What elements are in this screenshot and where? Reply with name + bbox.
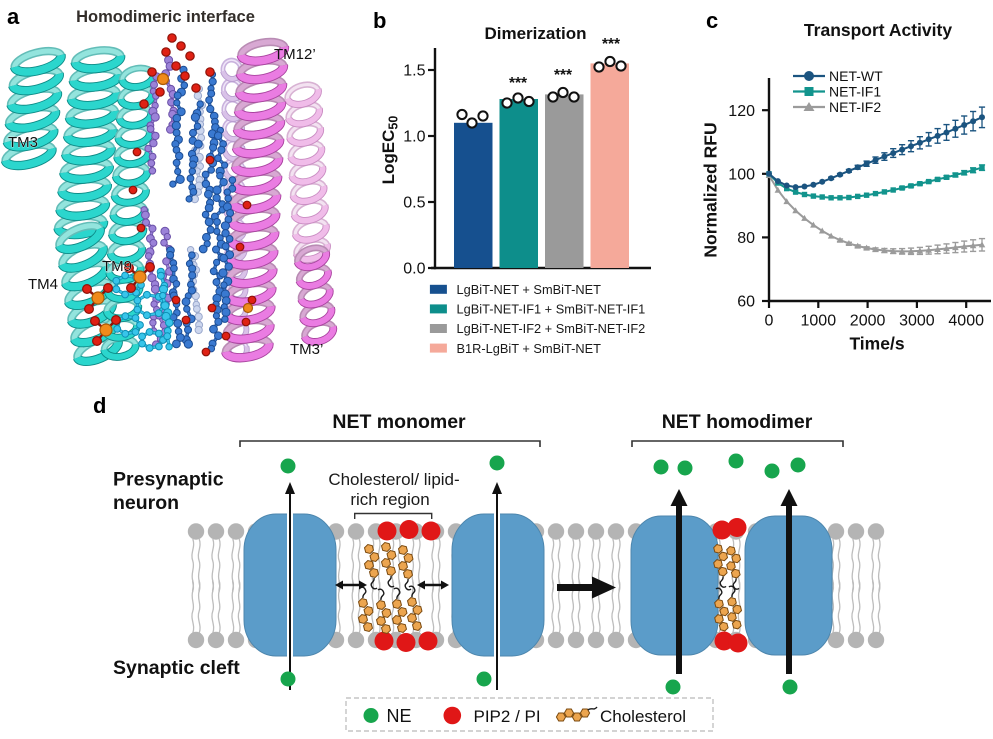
svg-text:Time/s: Time/s: [849, 334, 904, 354]
svg-text:Synaptic cleft: Synaptic cleft: [113, 657, 240, 679]
svg-text:120: 120: [728, 103, 755, 120]
svg-text:LgBiT-NET-IF1 + SmBiT-NET-IF1: LgBiT-NET-IF1 + SmBiT-NET-IF1: [457, 302, 646, 317]
svg-text:a: a: [7, 4, 20, 29]
svg-text:c: c: [706, 8, 718, 33]
svg-text:neuron: neuron: [113, 492, 179, 514]
svg-text:4000: 4000: [948, 313, 984, 330]
svg-text:Transport Activity: Transport Activity: [804, 20, 952, 40]
svg-text:rich region: rich region: [350, 490, 429, 509]
svg-text:1.5: 1.5: [403, 63, 425, 80]
svg-text:Presynaptic: Presynaptic: [113, 469, 224, 491]
svg-text:NET homodimer: NET homodimer: [662, 411, 813, 433]
svg-text:100: 100: [728, 167, 755, 184]
svg-text:Homodimeric interface: Homodimeric interface: [76, 8, 255, 26]
svg-text:Cholesterol/ lipid-: Cholesterol/ lipid-: [328, 470, 459, 489]
svg-text:NET-WT: NET-WT: [829, 68, 883, 84]
svg-text:NE: NE: [387, 706, 412, 726]
svg-text:LgBiT-NET-IF2 + SmBiT-NET-IF2: LgBiT-NET-IF2 + SmBiT-NET-IF2: [457, 321, 646, 336]
svg-text:NET-IF2: NET-IF2: [829, 99, 881, 115]
svg-text:B1R-LgBiT + SmBiT-NET: B1R-LgBiT + SmBiT-NET: [457, 341, 602, 356]
svg-text:1000: 1000: [801, 313, 837, 330]
svg-text:b: b: [373, 8, 386, 33]
svg-text:TM9: TM9: [102, 258, 132, 275]
svg-text:0: 0: [765, 313, 774, 330]
svg-text:2000: 2000: [850, 313, 886, 330]
svg-text:TM4: TM4: [28, 276, 58, 293]
svg-text:80: 80: [737, 230, 755, 247]
svg-text:1.0: 1.0: [403, 129, 425, 146]
svg-text:TM12’: TM12’: [274, 46, 316, 63]
svg-text:TM3: TM3: [8, 134, 38, 151]
svg-text:NET-IF1: NET-IF1: [829, 84, 881, 100]
svg-text:3000: 3000: [899, 313, 935, 330]
svg-text:PIP2 / PI: PIP2 / PI: [474, 707, 541, 726]
svg-text:***: ***: [509, 75, 528, 92]
svg-text:Normalized RFU: Normalized RFU: [701, 122, 721, 257]
svg-text:d: d: [93, 393, 106, 418]
svg-text:NET monomer: NET monomer: [332, 411, 466, 433]
svg-text:***: ***: [602, 36, 621, 53]
svg-text:Dimerization: Dimerization: [484, 24, 586, 43]
svg-text:TM3’: TM3’: [290, 341, 323, 358]
svg-text:LgBiT-NET + SmBiT-NET: LgBiT-NET + SmBiT-NET: [457, 282, 602, 297]
svg-text:0.0: 0.0: [403, 261, 425, 278]
svg-text:60: 60: [737, 294, 755, 311]
svg-text:Cholesterol: Cholesterol: [600, 707, 686, 726]
svg-text:0.5: 0.5: [403, 195, 425, 212]
svg-text:***: ***: [554, 67, 573, 84]
